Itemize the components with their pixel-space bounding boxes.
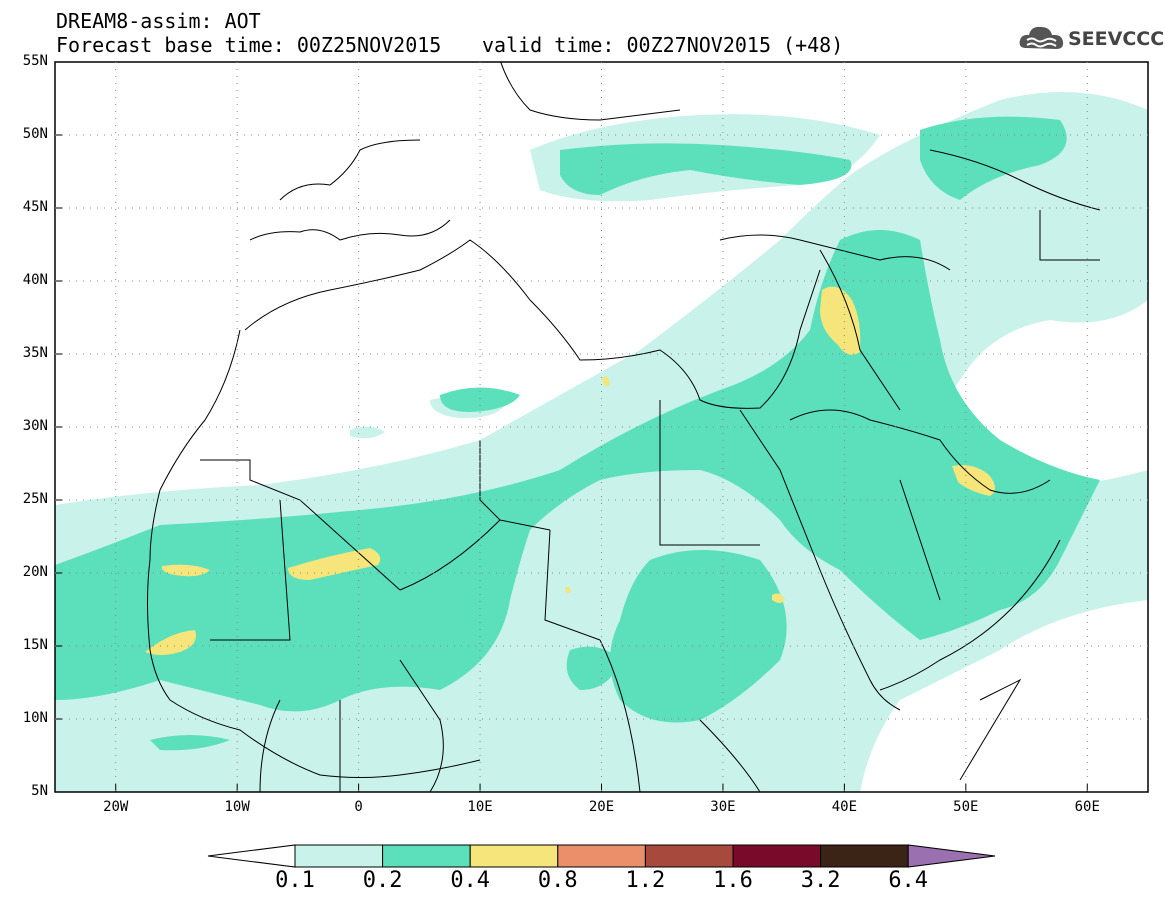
lat-label: 30N — [22, 418, 48, 434]
aot-level-0.4 — [145, 286, 995, 655]
lon-label: 10W — [224, 799, 250, 815]
lat-label: 45N — [22, 199, 48, 215]
lon-label: 0 — [354, 799, 363, 815]
colorbar-level-label: 0.1 — [275, 868, 315, 893]
aot-level-0.2 — [55, 116, 1100, 751]
lat-label: 15N — [22, 637, 48, 653]
logo-text: SEEVCCC — [1068, 28, 1165, 50]
lat-label: 25N — [22, 491, 48, 507]
lon-label: 30E — [710, 799, 736, 815]
lat-label: 5N — [31, 783, 48, 799]
lon-label: 40E — [831, 799, 858, 815]
map-title: DREAM8-assim: AOT — [56, 9, 261, 33]
seevccc-logo: SEEVCCC — [1018, 22, 1164, 58]
colorbar-level-label: 0.8 — [537, 868, 578, 893]
lon-label: 50E — [953, 799, 979, 815]
colorbar-level-label: 1.2 — [625, 868, 666, 893]
coastlines-and-borders — [147, 62, 1101, 792]
lat-label: 10N — [22, 710, 48, 726]
lat-label: 50N — [22, 126, 48, 142]
lon-label: 20E — [588, 799, 615, 815]
colorbar-level-label: 6.4 — [888, 868, 929, 893]
colorbar-level-label: 1.6 — [713, 868, 753, 893]
valid-time: valid time: 00Z27NOV2015 (+48) — [482, 33, 844, 57]
lat-label: 55N — [22, 53, 48, 69]
lon-label: 10E — [467, 799, 493, 815]
colorbar-level-label: 0.4 — [450, 868, 491, 893]
colorbar-level-label: 0.2 — [362, 868, 403, 893]
lon-label: 20W — [103, 799, 129, 815]
forecast-base-time: Forecast base time: 00Z25NOV2015 — [56, 33, 442, 57]
cloud-icon — [1019, 26, 1064, 49]
lat-label: 35N — [22, 345, 48, 361]
lat-label: 40N — [22, 272, 48, 288]
gridlines — [55, 62, 1148, 792]
lat-label: 20N — [22, 564, 48, 580]
lon-label: 60E — [1074, 799, 1100, 815]
colorbar-level-label: 3.2 — [800, 868, 841, 893]
